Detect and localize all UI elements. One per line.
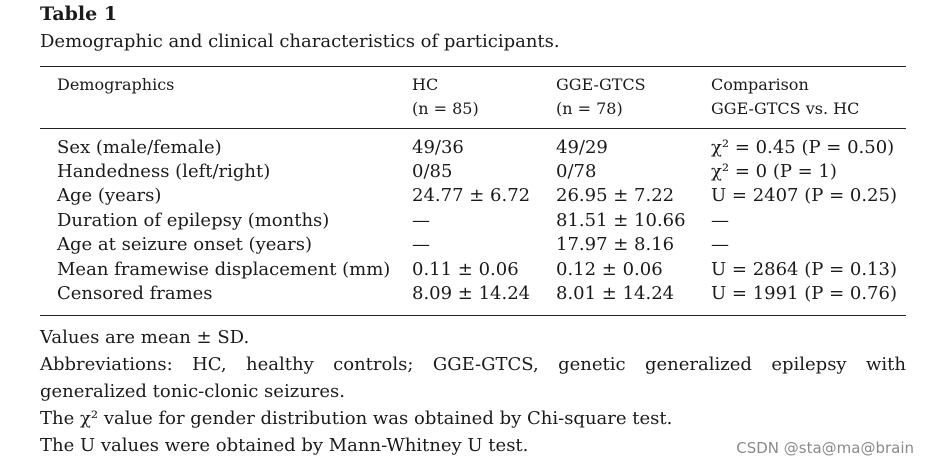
row-hc-value: 49/36 [412,137,464,158]
footnote-u-values: The U values were obtained by Mann-Whitn… [40,435,529,456]
header-gge-gtcs: GGE-GTCS (n = 78) [556,73,646,121]
footnote-abbreviations: Abbreviations: HC, healthy controls; GGE… [40,354,906,402]
header-hc-n: (n = 85) [412,99,479,118]
row-comparison-value: — [711,234,729,255]
table-label: Table 1 [40,3,118,25]
footnote-values: Values are mean ± SD. [40,327,250,348]
row-comparison-value: U = 2864 (P = 0.13) [711,259,897,280]
header-hc: HC (n = 85) [412,73,479,121]
row-comparison-value: — [711,210,729,231]
watermark: CSDN @sta@ma@brain [736,439,914,457]
row-gge-value: 26.95 ± 7.22 [556,185,675,206]
row-comparison-value: χ² = 0.45 (P = 0.50) [711,137,895,158]
header-demographics: Demographics [57,75,175,94]
row-label: Handedness (left/right) [57,161,271,182]
table-row: Handedness (left/right) 0/85 0/78 χ² = 0… [0,160,928,184]
header-comparison: Comparison GGE-GTCS vs. HC [711,73,859,121]
header-hc-title: HC [412,75,439,94]
table-row: Censored frames 8.09 ± 14.24 8.01 ± 14.2… [0,282,928,306]
row-comparison-value: U = 1991 (P = 0.76) [711,283,897,304]
footnote-chi-square: The χ² value for gender distribution was… [40,408,673,429]
row-label: Mean framewise displacement (mm) [57,259,391,280]
row-gge-value: 0.12 ± 0.06 [556,259,663,280]
top-rule [40,66,906,67]
row-hc-value: — [412,210,430,231]
row-label: Age at seizure onset (years) [57,234,312,255]
row-gge-value: 17.97 ± 8.16 [556,234,675,255]
table-row: Duration of epilepsy (months) — 81.51 ± … [0,209,928,233]
row-hc-value: — [412,234,430,255]
header-comparison-sub: GGE-GTCS vs. HC [711,99,860,118]
table-caption: Demographic and clinical characteristics… [40,31,560,52]
header-gge-gtcs-n: (n = 78) [556,99,623,118]
header-rule [40,128,906,129]
table-footnotes: Values are mean ± SD. Abbreviations: HC,… [40,324,906,459]
row-label: Age (years) [57,185,162,206]
table-row: Sex (male/female) 49/36 49/29 χ² = 0.45 … [0,136,928,160]
table-row: Age at seizure onset (years) — 17.97 ± 8… [0,233,928,257]
header-gge-gtcs-title: GGE-GTCS [556,75,646,94]
bottom-rule [40,315,906,316]
row-label: Sex (male/female) [57,137,222,158]
row-gge-value: 81.51 ± 10.66 [556,210,686,231]
table-row: Age (years) 24.77 ± 6.72 26.95 ± 7.22 U … [0,184,928,208]
table-row: Mean framewise displacement (mm) 0.11 ± … [0,258,928,282]
row-hc-value: 0.11 ± 0.06 [412,259,519,280]
row-label: Censored frames [57,283,213,304]
row-hc-value: 8.09 ± 14.24 [412,283,531,304]
header-comparison-title: Comparison [711,75,809,94]
row-comparison-value: U = 2407 (P = 0.25) [711,185,897,206]
row-gge-value: 49/29 [556,137,608,158]
row-gge-value: 0/78 [556,161,597,182]
row-hc-value: 0/85 [412,161,453,182]
row-gge-value: 8.01 ± 14.24 [556,283,675,304]
row-comparison-value: χ² = 0 (P = 1) [711,161,837,182]
row-label: Duration of epilepsy (months) [57,210,330,231]
row-hc-value: 24.77 ± 6.72 [412,185,531,206]
